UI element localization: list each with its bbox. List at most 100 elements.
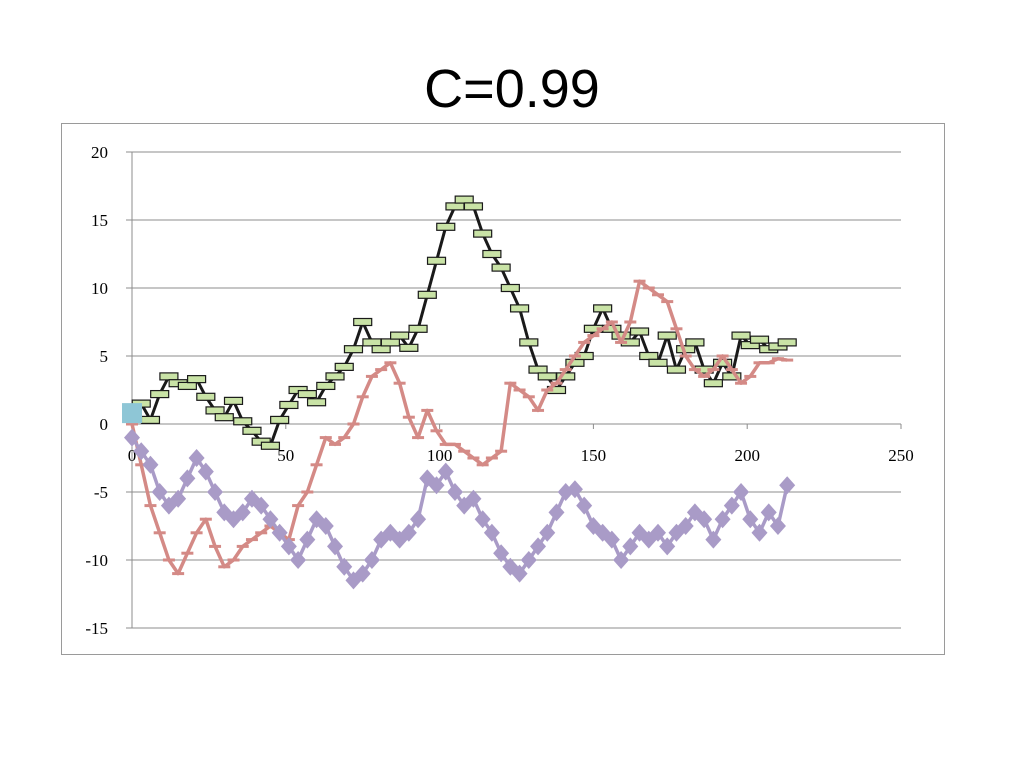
data-point xyxy=(343,345,364,354)
data-point xyxy=(705,530,722,549)
data-point xyxy=(207,483,224,501)
data-point xyxy=(233,417,253,426)
data-point xyxy=(576,496,593,515)
data-point xyxy=(769,517,786,535)
data-point xyxy=(400,523,417,542)
data-point xyxy=(260,441,281,450)
data-point xyxy=(205,406,225,415)
data-point xyxy=(306,398,327,407)
y-tick-label: 5 xyxy=(100,347,109,366)
data-point xyxy=(657,331,677,340)
data-point xyxy=(666,365,687,374)
data-point xyxy=(528,365,548,374)
data-point xyxy=(502,557,519,576)
data-point xyxy=(417,290,437,299)
slide-title: C=0.99 xyxy=(424,59,600,119)
data-point xyxy=(317,517,334,535)
data-point xyxy=(474,510,491,529)
data-point xyxy=(179,469,196,488)
data-point xyxy=(140,415,161,425)
data-point xyxy=(530,537,547,556)
data-point xyxy=(299,530,316,549)
data-point xyxy=(186,375,207,384)
data-point xyxy=(509,304,530,313)
y-tick-label: -15 xyxy=(85,619,108,638)
chart-frame: 20 15 10 5 0 -5 -10 -15 0 50 100 150 200 250 xyxy=(61,123,945,655)
data-point xyxy=(290,551,307,569)
data-point xyxy=(371,345,391,354)
data-point xyxy=(749,335,770,344)
data-point xyxy=(437,462,454,481)
data-point xyxy=(703,379,723,388)
y-tick-label: -5 xyxy=(94,483,108,502)
data-point xyxy=(511,564,528,583)
y-tick-label: 15 xyxy=(91,211,108,230)
data-point xyxy=(593,304,613,313)
x-tick-label: 150 xyxy=(581,446,607,465)
data-point xyxy=(297,389,317,399)
data-point xyxy=(426,256,447,265)
data-point xyxy=(159,372,179,381)
data-point xyxy=(723,496,740,515)
data-point xyxy=(391,530,408,549)
data-point xyxy=(327,537,344,556)
data-point xyxy=(677,517,694,535)
data-point xyxy=(629,327,650,336)
data-point xyxy=(611,331,631,340)
data-point xyxy=(751,523,768,542)
data-point xyxy=(399,343,419,352)
data-point xyxy=(214,413,234,422)
y-tick-label: 0 xyxy=(100,415,109,434)
y-tick-label: -10 xyxy=(85,551,108,570)
data-point xyxy=(640,530,657,549)
data-point xyxy=(777,338,797,347)
data-point xyxy=(491,263,511,272)
data-point xyxy=(242,426,262,435)
data-point xyxy=(465,489,482,508)
data-point xyxy=(556,372,576,381)
data-point xyxy=(133,442,150,461)
data-point xyxy=(408,324,428,333)
data-point xyxy=(271,523,288,542)
data-point xyxy=(454,195,474,204)
data-point xyxy=(613,551,630,569)
data-point xyxy=(696,510,713,529)
data-point xyxy=(731,331,751,340)
data-point xyxy=(779,476,796,495)
y-tick-label: 20 xyxy=(91,143,108,162)
data-point xyxy=(280,537,297,556)
data-point xyxy=(334,362,354,371)
data-point xyxy=(325,372,345,381)
data-point xyxy=(253,496,270,515)
data-point xyxy=(390,331,410,340)
data-point xyxy=(722,372,742,381)
data-point xyxy=(482,249,502,259)
data-point xyxy=(223,396,244,405)
data-point xyxy=(336,557,353,576)
data-point xyxy=(714,510,731,529)
data-point xyxy=(151,483,168,501)
data-point xyxy=(410,510,427,529)
data-point xyxy=(150,389,170,399)
data-point xyxy=(124,428,140,447)
data-point xyxy=(353,317,373,327)
x-tick-label: 100 xyxy=(427,446,453,465)
data-point xyxy=(436,222,456,231)
data-point xyxy=(760,503,777,522)
data-point xyxy=(622,537,639,556)
data-point xyxy=(354,564,371,583)
data-point xyxy=(733,483,750,501)
data-point xyxy=(639,351,659,361)
data-point xyxy=(428,476,445,495)
data-point xyxy=(659,537,676,556)
data-point xyxy=(537,372,557,381)
data-point xyxy=(122,403,142,424)
data-point xyxy=(279,400,299,410)
data-point xyxy=(483,523,500,542)
data-point xyxy=(548,503,565,522)
data-point xyxy=(686,503,703,522)
data-point xyxy=(316,381,336,391)
data-point xyxy=(445,202,465,211)
data-point xyxy=(649,523,666,542)
